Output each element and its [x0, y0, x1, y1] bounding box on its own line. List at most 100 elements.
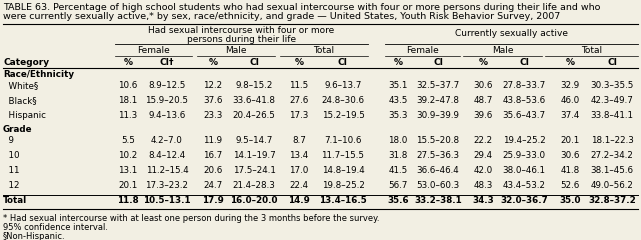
Text: 32.0–36.7: 32.0–36.7: [500, 196, 548, 204]
Text: 48.3: 48.3: [473, 181, 493, 190]
Text: Total: Total: [581, 46, 602, 55]
Text: %: %: [394, 58, 403, 67]
Text: 32.9: 32.9: [560, 81, 579, 90]
Text: 18.1: 18.1: [119, 96, 138, 105]
Text: 49.0–56.2: 49.0–56.2: [590, 181, 633, 190]
Text: 9.8–15.2: 9.8–15.2: [235, 81, 272, 90]
Text: 30.3–35.5: 30.3–35.5: [590, 81, 634, 90]
Text: 10.5–13.1: 10.5–13.1: [143, 196, 191, 204]
Text: were currently sexually active,* by sex, race/ethnicity, and grade — United Stat: were currently sexually active,* by sex,…: [3, 12, 560, 21]
Text: 20.4–26.5: 20.4–26.5: [233, 111, 276, 120]
Text: 9.5–14.7: 9.5–14.7: [235, 136, 272, 145]
Text: 27.6: 27.6: [289, 96, 308, 105]
Text: 36.6–46.4: 36.6–46.4: [417, 166, 460, 175]
Text: 20.6: 20.6: [203, 166, 222, 175]
Text: 19.8–25.2: 19.8–25.2: [322, 181, 365, 190]
Text: 12.2: 12.2: [203, 81, 222, 90]
Text: 13.4–16.5: 13.4–16.5: [319, 196, 367, 204]
Text: 21.4–28.3: 21.4–28.3: [233, 181, 276, 190]
Text: Total: Total: [313, 46, 335, 55]
Text: 17.5–24.1: 17.5–24.1: [233, 166, 276, 175]
Text: 46.0: 46.0: [560, 96, 579, 105]
Text: 14.1–19.7: 14.1–19.7: [233, 151, 276, 160]
Text: Grade: Grade: [3, 125, 33, 134]
Text: 34.3: 34.3: [472, 196, 494, 204]
Text: CI: CI: [249, 58, 259, 67]
Text: Black§: Black§: [3, 96, 37, 105]
Text: CI: CI: [607, 58, 617, 67]
Text: 37.4: 37.4: [560, 111, 579, 120]
Text: 22.2: 22.2: [474, 136, 492, 145]
Text: 31.8: 31.8: [388, 151, 408, 160]
Text: 16.7: 16.7: [203, 151, 222, 160]
Text: 9.4–13.6: 9.4–13.6: [148, 111, 186, 120]
Text: TABLE 63. Percentage of high school students who had sexual intercourse with fou: TABLE 63. Percentage of high school stud…: [3, 3, 601, 12]
Text: CI: CI: [433, 58, 443, 67]
Text: 37.6: 37.6: [203, 96, 222, 105]
Text: Female: Female: [137, 46, 170, 55]
Text: 23.3: 23.3: [203, 111, 222, 120]
Text: 11.7–15.5: 11.7–15.5: [322, 151, 365, 160]
Text: 24.8–30.6: 24.8–30.6: [322, 96, 365, 105]
Text: 8.7: 8.7: [292, 136, 306, 145]
Text: %: %: [294, 58, 303, 67]
Text: 43.4–53.2: 43.4–53.2: [503, 181, 545, 190]
Text: 32.5–37.7: 32.5–37.7: [417, 81, 460, 90]
Text: %: %: [124, 58, 133, 67]
Text: CI: CI: [338, 58, 348, 67]
Text: 56.7: 56.7: [388, 181, 408, 190]
Text: 13.1: 13.1: [119, 166, 138, 175]
Text: 52.6: 52.6: [560, 181, 579, 190]
Text: Category: Category: [3, 58, 49, 67]
Text: 11.5: 11.5: [289, 81, 308, 90]
Text: 7.1–10.6: 7.1–10.6: [324, 136, 362, 145]
Text: Race/Ethnicity: Race/Ethnicity: [3, 70, 74, 79]
Text: 12: 12: [3, 181, 19, 190]
Text: 95% confidence interval.: 95% confidence interval.: [3, 223, 108, 232]
Text: 38.0–46.1: 38.0–46.1: [503, 166, 545, 175]
Text: * Had sexual intercourse with at least one person during the 3 months before the: * Had sexual intercourse with at least o…: [3, 214, 379, 223]
Text: 17.3–23.2: 17.3–23.2: [146, 181, 188, 190]
Text: 27.5–36.3: 27.5–36.3: [417, 151, 460, 160]
Text: 11.2–15.4: 11.2–15.4: [146, 166, 188, 175]
Text: 30.6: 30.6: [473, 81, 493, 90]
Text: Total: Total: [3, 196, 28, 204]
Text: 17.0: 17.0: [289, 166, 309, 175]
Text: 33.8–41.1: 33.8–41.1: [590, 111, 633, 120]
Text: 8.9–12.5: 8.9–12.5: [148, 81, 186, 90]
Text: %: %: [565, 58, 574, 67]
Text: 38.1–45.6: 38.1–45.6: [590, 166, 633, 175]
Text: 8.4–12.4: 8.4–12.4: [148, 151, 186, 160]
Text: 35.1: 35.1: [388, 81, 408, 90]
Text: 39.2–47.8: 39.2–47.8: [417, 96, 460, 105]
Text: White§: White§: [3, 81, 38, 90]
Text: Had sexual intercourse with four or more: Had sexual intercourse with four or more: [148, 26, 335, 35]
Text: 11.9: 11.9: [203, 136, 222, 145]
Text: 27.8–33.7: 27.8–33.7: [503, 81, 545, 90]
Text: CI†: CI†: [160, 58, 174, 67]
Text: 35.0: 35.0: [559, 196, 581, 204]
Text: 13.4: 13.4: [289, 151, 308, 160]
Text: Male: Male: [492, 46, 513, 55]
Text: 5.5: 5.5: [121, 136, 135, 145]
Text: 10: 10: [3, 151, 20, 160]
Text: 41.8: 41.8: [560, 166, 579, 175]
Text: 11.8: 11.8: [117, 196, 139, 204]
Text: 10.2: 10.2: [119, 151, 138, 160]
Text: 35.6: 35.6: [387, 196, 409, 204]
Text: 22.4: 22.4: [290, 181, 308, 190]
Text: 42.0: 42.0: [473, 166, 493, 175]
Text: 41.5: 41.5: [388, 166, 408, 175]
Text: 15.9–20.5: 15.9–20.5: [146, 96, 188, 105]
Text: 4.2–7.0: 4.2–7.0: [151, 136, 183, 145]
Text: 39.6: 39.6: [473, 111, 493, 120]
Text: Female: Female: [406, 46, 439, 55]
Text: 17.3: 17.3: [289, 111, 309, 120]
Text: §Non-Hispanic.: §Non-Hispanic.: [3, 232, 65, 240]
Text: 27.2–34.2: 27.2–34.2: [590, 151, 633, 160]
Text: 10.6: 10.6: [119, 81, 138, 90]
Text: 20.1: 20.1: [560, 136, 579, 145]
Text: Hispanic: Hispanic: [3, 111, 46, 120]
Text: 9: 9: [3, 136, 14, 145]
Text: %: %: [208, 58, 217, 67]
